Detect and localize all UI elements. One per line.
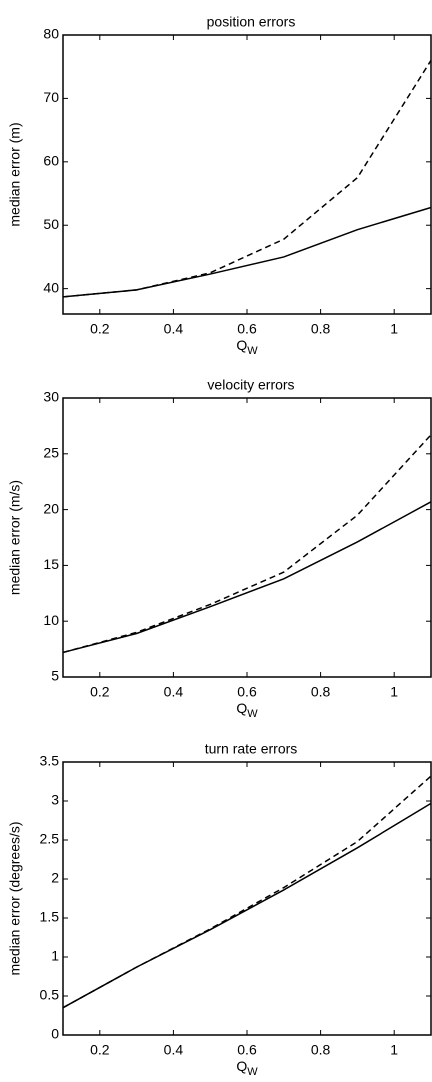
data-line — [62, 59, 432, 298]
y-tick-label: 60 — [43, 153, 59, 169]
y-tick-label: 2.5 — [40, 831, 60, 847]
chart: velocity errors median error (m/s) QW 0.2 0.… — [7, 377, 432, 720]
data-line — [62, 501, 432, 654]
y-tick-label: 40 — [43, 279, 59, 295]
y-axis-label: median error (m) — [7, 122, 23, 226]
x-tick-label: 0.6 — [237, 684, 257, 700]
y-tick-label: 25 — [43, 445, 59, 461]
y-tick-label: 5 — [51, 668, 59, 684]
y-tick-label: 70 — [43, 89, 59, 105]
plot-box — [62, 761, 432, 1036]
y-tick-label: 2 — [51, 870, 59, 886]
y-tick-label: 3.5 — [40, 753, 60, 769]
y-tick-label: 0 — [51, 1026, 59, 1042]
x-axis-label-main: Q — [236, 337, 247, 353]
x-axis-label: QW — [236, 1058, 258, 1078]
data-line — [62, 434, 432, 654]
x-tick-label: 0.4 — [164, 684, 184, 700]
chart: turn rate errors median error (degrees/s)… — [7, 741, 432, 1078]
y-tick-label: 3 — [51, 792, 59, 808]
x-tick-label: 0.2 — [90, 684, 110, 700]
x-tick-label: 0.4 — [164, 321, 184, 337]
chart-title: velocity errors — [207, 377, 294, 393]
chart: position errors median error (m) QW 0.2 0.4 0… — [7, 14, 432, 357]
x-axis-label-subscript: W — [247, 708, 258, 720]
y-tick-label: 1.5 — [40, 909, 60, 925]
data-line — [62, 775, 432, 1009]
x-tick-label: 0.2 — [90, 1042, 110, 1058]
y-tick-label: 0.5 — [40, 987, 60, 1003]
x-tick-label: 0.8 — [311, 1042, 331, 1058]
chart-title: turn rate errors — [205, 741, 298, 757]
plot-box — [62, 397, 432, 678]
x-axis-label-main: Q — [236, 1058, 247, 1074]
x-axis-label-subscript: W — [247, 345, 258, 357]
x-axis-label: QW — [236, 700, 258, 720]
y-axis-label: median error (m/s) — [7, 480, 23, 595]
x-tick-label: 0.6 — [237, 1042, 257, 1058]
chart-title: position errors — [207, 14, 296, 30]
x-axis-label-subscript: W — [247, 1066, 258, 1078]
x-tick-label: 1 — [390, 321, 398, 337]
data-line — [62, 206, 432, 298]
x-tick-label: 0.8 — [311, 321, 331, 337]
y-tick-label: 30 — [43, 389, 59, 405]
x-tick-label: 0.8 — [311, 684, 331, 700]
y-tick-label: 10 — [43, 612, 59, 628]
x-tick-label: 1 — [390, 684, 398, 700]
y-tick-label: 1 — [51, 948, 59, 964]
x-tick-label: 0.4 — [164, 1042, 184, 1058]
x-axis-label: QW — [236, 337, 258, 357]
x-tick-label: 1 — [390, 1042, 398, 1058]
y-tick-label: 80 — [43, 26, 59, 42]
x-axis-label-main: Q — [236, 700, 247, 716]
y-tick-label: 15 — [43, 556, 59, 572]
y-axis-label: median error (degrees/s) — [7, 821, 23, 975]
y-tick-label: 20 — [43, 500, 59, 516]
x-tick-label: 0.2 — [90, 321, 110, 337]
y-tick-label: 50 — [43, 216, 59, 232]
x-tick-label: 0.6 — [237, 321, 257, 337]
plot-box — [62, 34, 432, 315]
